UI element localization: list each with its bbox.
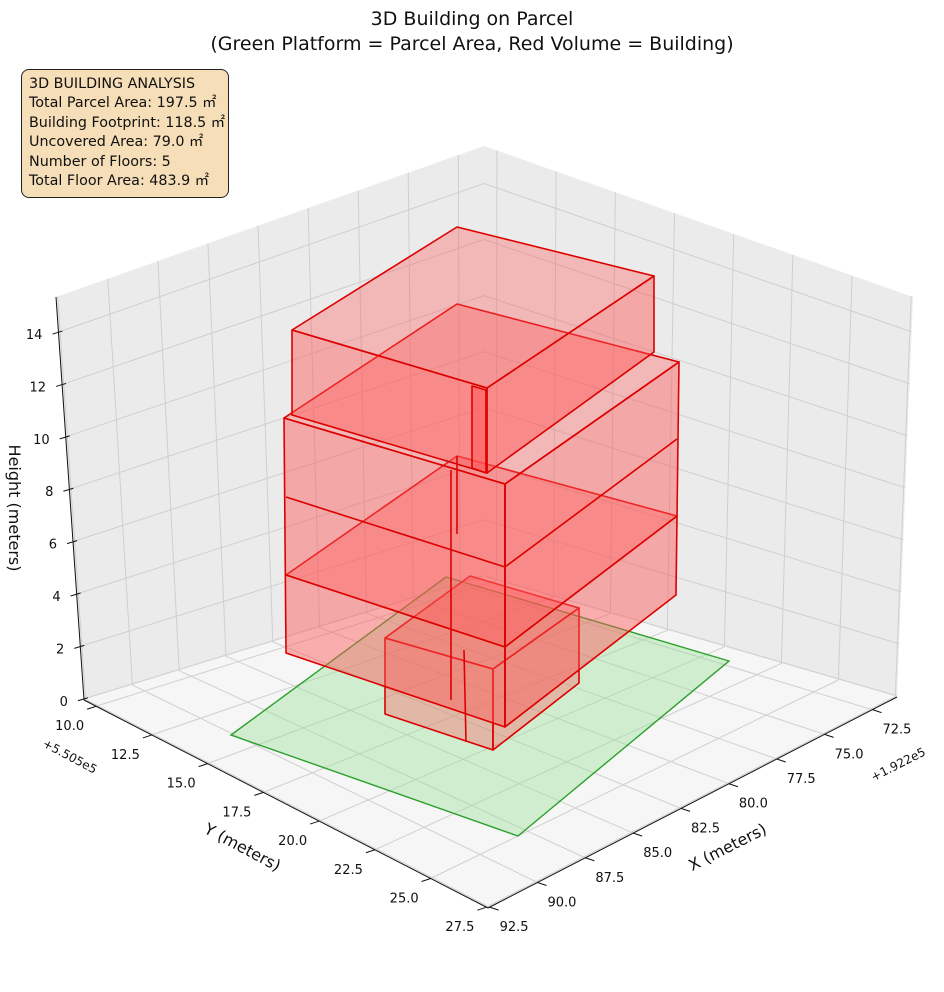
info-parcel-area: Total Parcel Area: 197.5 ㎡ — [29, 95, 217, 112]
z-gridline — [83, 575, 898, 700]
y-gridline — [263, 212, 675, 793]
floor-line — [463, 649, 467, 743]
x-gridline — [207, 243, 634, 834]
y-tick — [477, 906, 487, 911]
x-tick — [824, 733, 834, 738]
y-gridline — [151, 171, 557, 736]
z-gridline — [61, 238, 910, 385]
x-tick-label: 72.5 — [882, 723, 911, 738]
x-tick — [680, 807, 691, 812]
info-heading: 3D BUILDING ANALYSIS — [29, 76, 196, 92]
x-tick-label: 75.0 — [835, 747, 864, 762]
parcel-polygon — [229, 576, 731, 837]
x-gridline — [57, 296, 490, 908]
grid-lines — [57, 150, 912, 908]
z-tick — [63, 487, 74, 492]
y-gridline — [318, 233, 735, 822]
axes: 0 2 4 6 8 10 12 14 10.0 12.5 15.0 17.5 20.0 22.5 25.0 2… — [26, 296, 911, 935]
x-gridline — [457, 155, 873, 711]
z-tick-label: 10 — [33, 433, 50, 448]
y-tick — [309, 820, 320, 825]
z-tick — [55, 382, 67, 387]
x-tick — [489, 906, 499, 911]
z-axis-line — [55, 296, 85, 701]
z-tick — [66, 540, 78, 545]
x-tick-label: 77.5 — [787, 772, 816, 787]
info-uncovered: Uncovered Area: 79.0 ㎡ — [29, 134, 204, 151]
z-tick-label: 14 — [26, 328, 43, 343]
y-gridline — [374, 254, 794, 851]
y-gridline — [207, 192, 616, 765]
x-tick-label: 90.0 — [547, 895, 576, 910]
x-tick-label: 92.5 — [500, 920, 529, 935]
z-tick-label: 12 — [30, 380, 47, 395]
x-gridline — [357, 190, 777, 760]
x-gridline — [257, 225, 682, 809]
y-tick-label: 12.5 — [111, 748, 140, 763]
x-gridline — [157, 261, 586, 859]
y-offset-label: +5.505e5 — [40, 736, 99, 776]
z-tick — [70, 592, 81, 597]
x-axis-line — [487, 696, 898, 909]
x-offset-label: +1.922e5 — [869, 745, 928, 784]
x-tick — [728, 783, 739, 788]
y-tick — [421, 877, 431, 882]
x-tick — [633, 832, 643, 837]
info-footprint: Building Footprint: 118.5 ㎡ — [29, 114, 226, 131]
z-tick-label: 0 — [60, 695, 68, 710]
core-shaft — [471, 385, 487, 474]
z-tick — [77, 697, 89, 702]
y-tick — [365, 849, 376, 854]
y-gridline — [95, 150, 498, 707]
x-gridline — [407, 172, 825, 735]
z-gridline — [65, 295, 908, 438]
analysis-info-box: 3D BUILDING ANALYSIS Total Parcel Area: … — [21, 69, 229, 198]
z-tick — [74, 644, 85, 649]
x-gridline — [307, 208, 730, 785]
z-tick-label: 4 — [52, 590, 60, 605]
x-tick-label: 85.0 — [643, 846, 672, 861]
x-tick-label: 80.0 — [739, 797, 768, 812]
y-gridline — [486, 296, 912, 908]
z-tick-label: 8 — [45, 485, 53, 500]
z-gridline — [80, 519, 900, 647]
y-tick-label: 15.0 — [167, 777, 196, 792]
x-tick — [537, 881, 547, 886]
y-tick-label: 10.0 — [55, 719, 84, 734]
z-tick-label: 2 — [56, 642, 64, 657]
z-tick-label: 6 — [49, 538, 57, 553]
info-floors: Number of Floors: 5 — [29, 153, 171, 170]
info-floor-area: Total Floor Area: 483.9 ㎡ — [29, 173, 210, 190]
z-tick — [59, 435, 70, 440]
x-gridline — [107, 278, 538, 883]
z-gridline — [69, 351, 906, 490]
chart-subtitle: (Green Platform = Parcel Area, Red Volum… — [210, 33, 733, 55]
y-tick-label: 25.0 — [390, 891, 419, 906]
y-tick-label: 27.5 — [445, 920, 474, 935]
x-tick-label: 82.5 — [691, 821, 720, 836]
x-tick — [872, 709, 882, 714]
y-gridline — [430, 275, 853, 879]
y-tick-label: 22.5 — [334, 863, 363, 878]
x-tick-label: 87.5 — [595, 871, 624, 886]
chart-title: 3D Building on Parcel — [371, 8, 574, 30]
y-axis-label: Y (meters) — [200, 819, 284, 876]
x-tick — [776, 758, 786, 763]
x-tick — [585, 857, 595, 862]
y-tick-label: 20.0 — [278, 834, 307, 849]
y-tick — [86, 705, 97, 710]
right-pane — [484, 146, 913, 697]
y-tick-label: 17.5 — [222, 805, 251, 820]
y-tick — [142, 734, 153, 739]
z-axis-label: Height (meters) — [5, 445, 24, 572]
y-tick — [198, 763, 208, 768]
upper-block-front-right — [486, 275, 655, 474]
z-gridline — [58, 182, 912, 333]
z-tick — [52, 330, 63, 335]
parcel-platform — [229, 576, 731, 837]
y-tick — [254, 791, 264, 796]
building-volume — [283, 226, 680, 751]
